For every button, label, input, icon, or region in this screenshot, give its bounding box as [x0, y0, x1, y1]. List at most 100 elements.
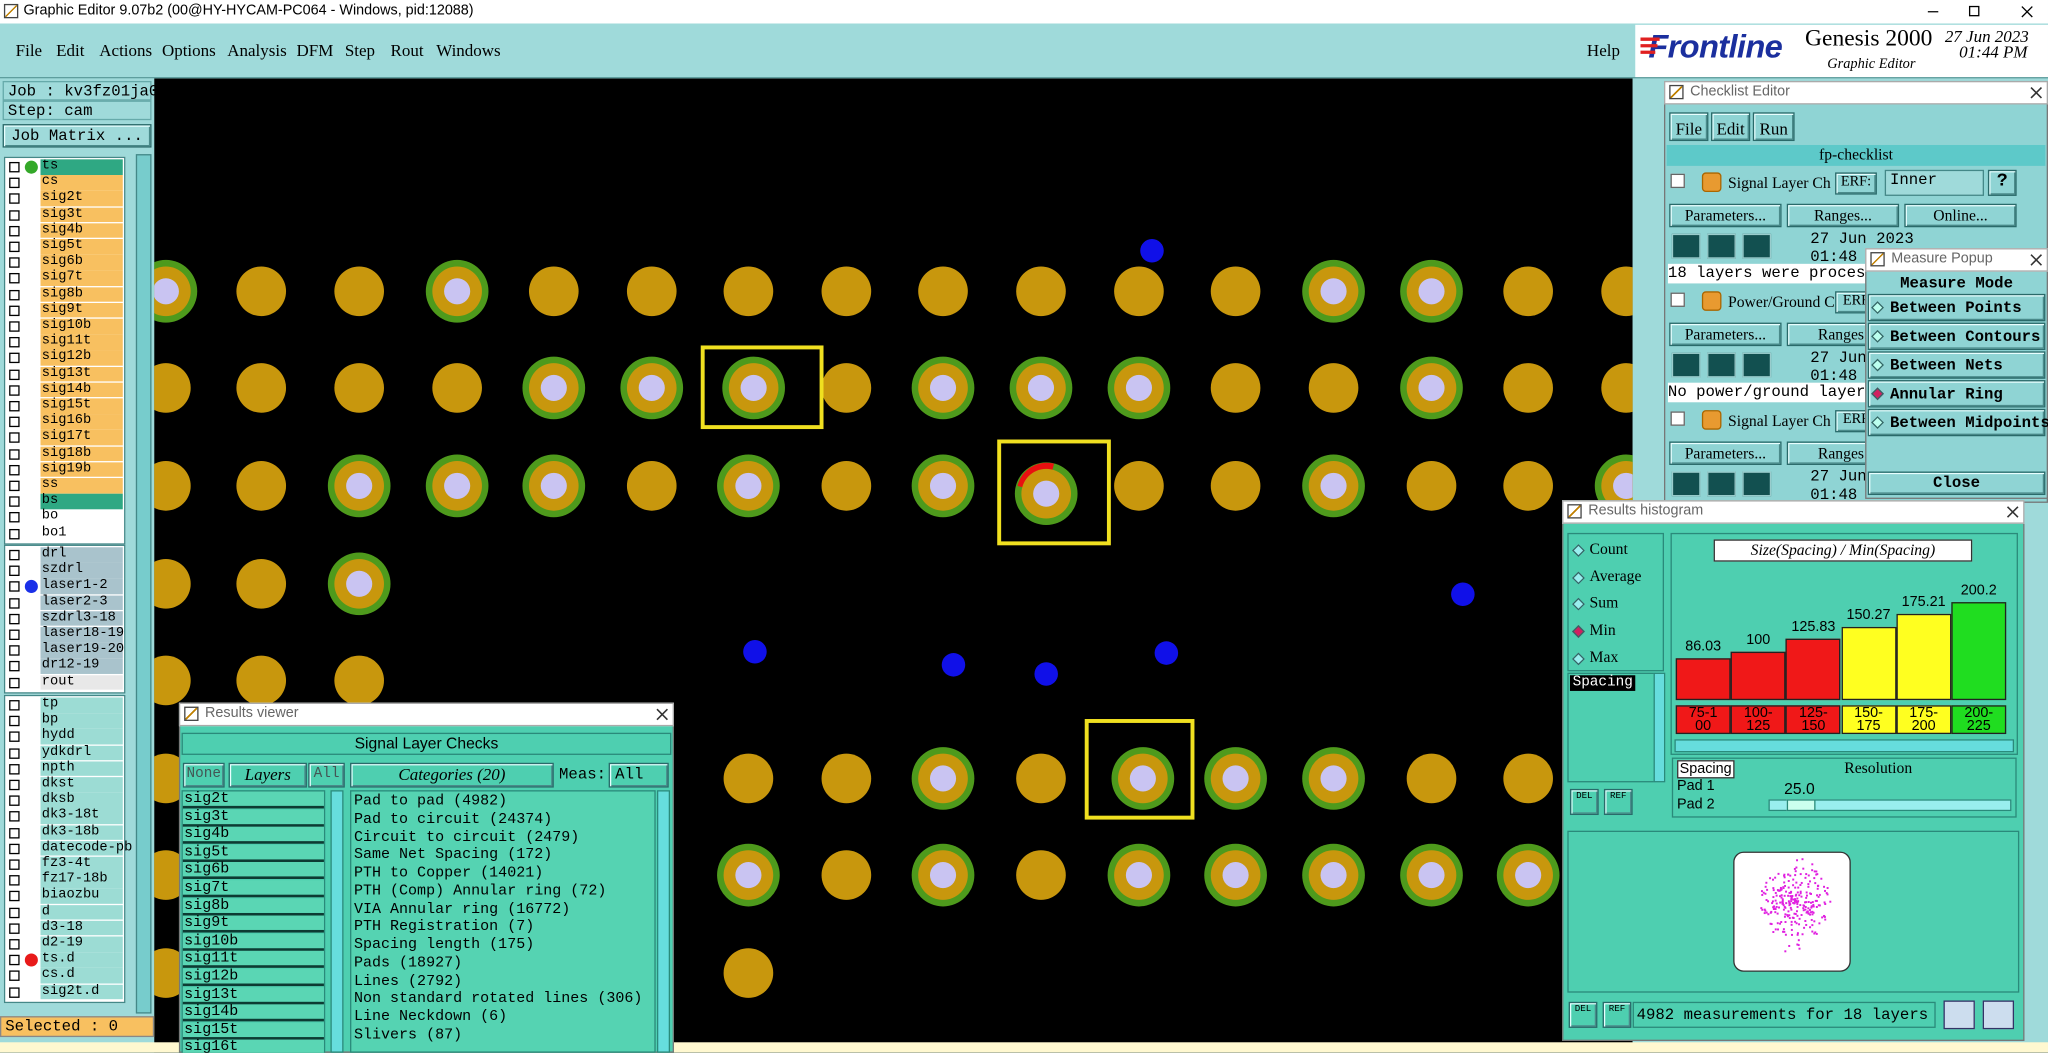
measure-option[interactable]: Between Points — [1867, 293, 2046, 322]
result-layer[interactable]: sig14b — [182, 1004, 324, 1022]
layer-row[interactable]: sig11t — [40, 334, 123, 350]
measure-option[interactable]: Annular Ring — [1867, 380, 2046, 408]
menu-item[interactable]: Options — [161, 40, 216, 61]
layer-checkbox[interactable] — [9, 400, 20, 412]
layer-row[interactable]: sig9t — [40, 302, 123, 318]
layer-row[interactable]: sig17t — [40, 430, 123, 446]
layer-checkbox[interactable] — [9, 923, 20, 934]
layer-checkbox[interactable] — [9, 731, 20, 743]
layer-row[interactable]: bs — [40, 494, 123, 509]
layer-row[interactable]: ts.d — [40, 952, 123, 968]
resolution-slider[interactable] — [1768, 799, 2012, 812]
layer-checkbox[interactable] — [9, 305, 20, 316]
layer-checkbox[interactable] — [9, 480, 20, 492]
category-item[interactable]: PTH to Copper (14021) — [353, 864, 544, 882]
layer-row[interactable]: dksb — [40, 793, 123, 809]
layer-checkbox[interactable] — [9, 225, 20, 237]
layer-row[interactable]: ts — [40, 159, 123, 175]
layer-checkbox[interactable] — [9, 353, 20, 364]
layer-checkbox[interactable] — [9, 565, 20, 577]
check-button[interactable]: Online... — [1904, 203, 2017, 228]
layer-row[interactable]: cs — [40, 175, 123, 191]
category-item[interactable]: Line Neckdown (6) — [353, 1008, 508, 1026]
close-button[interactable] — [2030, 253, 2043, 266]
result-layer[interactable]: sig12b — [182, 969, 324, 987]
menu-item[interactable]: Edit — [56, 40, 85, 61]
layer-checkbox[interactable] — [9, 795, 20, 807]
layer-checkbox[interactable] — [9, 700, 20, 711]
layer-row[interactable]: sig14b — [40, 382, 123, 398]
result-layer[interactable]: sig11t — [182, 951, 324, 969]
layer-row[interactable]: sig10b — [40, 318, 123, 334]
action-icon[interactable] — [1671, 471, 1701, 497]
layer-row[interactable]: dk3-18b — [40, 825, 123, 840]
layer-checkbox[interactable] — [9, 645, 20, 656]
category-item[interactable]: Pad to pad (4982) — [353, 792, 508, 810]
menu-item[interactable]: File — [1669, 112, 1709, 142]
ref-button[interactable]: REF — [1602, 1001, 1632, 1028]
layer-checkbox[interactable] — [9, 528, 20, 539]
mode-option[interactable]: Min — [1589, 620, 1616, 639]
meas-select[interactable]: All — [608, 762, 669, 788]
check-button[interactable]: Parameters... — [1669, 322, 1782, 347]
layer-checkbox[interactable] — [9, 811, 20, 823]
category-item[interactable]: Pad to circuit (24374) — [353, 810, 553, 828]
help-button[interactable]: ? — [1987, 169, 2017, 196]
result-layer[interactable]: sig5t — [182, 844, 324, 862]
check-toggle[interactable] — [1670, 292, 1685, 307]
layer-checkbox[interactable] — [9, 955, 20, 966]
layer-row[interactable]: sig12b — [40, 350, 123, 366]
menu-item[interactable]: File — [15, 40, 43, 61]
layer-checkbox[interactable] — [9, 337, 20, 348]
result-layer[interactable]: sig6b — [182, 862, 324, 880]
layer-row[interactable]: sig15t — [40, 398, 123, 414]
result-layer[interactable]: sig16t — [182, 1040, 324, 1053]
menu-item[interactable]: Rout — [390, 40, 424, 61]
layer-row[interactable]: drl — [40, 547, 123, 563]
layers-button[interactable]: Layers — [228, 762, 307, 788]
layer-row[interactable]: dk3-18t — [40, 809, 123, 825]
ref-button[interactable]: REF — [1603, 788, 1633, 816]
layer-row[interactable]: npth — [40, 761, 123, 777]
layer-row[interactable]: sig6b — [40, 255, 123, 270]
close-button[interactable] — [2030, 86, 2043, 99]
check-button[interactable]: Ranges... — [1786, 203, 1900, 228]
measure-option[interactable]: Between Midpoints — [1867, 408, 2048, 437]
layer-row[interactable]: cs.d — [40, 968, 123, 984]
menu-item[interactable]: Windows — [436, 40, 501, 61]
layer-row[interactable]: ydkdrl — [40, 745, 123, 761]
result-layer[interactable]: sig2t — [182, 791, 324, 809]
layer-checkbox[interactable] — [9, 747, 20, 759]
layer-checkbox[interactable] — [9, 257, 20, 268]
layer-row[interactable]: sig2t.d — [40, 984, 123, 1000]
layer-checkbox[interactable] — [9, 209, 20, 221]
layer-checkbox[interactable] — [9, 448, 20, 460]
slider-thumb[interactable] — [1786, 799, 1816, 812]
result-layer[interactable]: sig8b — [182, 898, 324, 916]
layer-row[interactable]: fz17-18b — [40, 872, 123, 888]
layer-row[interactable]: bo — [40, 510, 123, 525]
category-item[interactable]: Circuit to circuit (2479) — [353, 828, 580, 846]
action-icon[interactable] — [1742, 471, 1772, 497]
layer-row[interactable]: fz3-4t — [40, 856, 123, 872]
layer-row[interactable]: szdrl — [40, 563, 123, 579]
mode-option[interactable]: Average — [1589, 566, 1642, 585]
layer-row[interactable]: sig16b — [40, 414, 123, 430]
layer-row[interactable]: sig13t — [40, 366, 123, 382]
layer-row[interactable]: sig7t — [40, 271, 123, 286]
mode-option[interactable]: Count — [1589, 539, 1628, 558]
layer-checkbox[interactable] — [9, 859, 20, 870]
layer-checkbox[interactable] — [9, 385, 20, 396]
layer-row[interactable]: sig8b — [40, 286, 123, 302]
layer-row[interactable]: sig5t — [40, 239, 123, 255]
layer-checkbox[interactable] — [9, 289, 20, 300]
category-item[interactable]: Lines (2792) — [353, 972, 463, 990]
del-button[interactable]: DEL — [1569, 788, 1599, 816]
all-button[interactable]: All — [308, 762, 345, 788]
layer-row[interactable]: bo1 — [40, 525, 123, 541]
mode-option[interactable]: Max — [1589, 647, 1619, 666]
layer-row[interactable]: sig3t — [40, 207, 123, 223]
layer-row[interactable]: d2-19 — [40, 936, 123, 952]
none-button[interactable]: None — [182, 762, 225, 788]
menu-item[interactable]: DFM — [296, 40, 334, 61]
